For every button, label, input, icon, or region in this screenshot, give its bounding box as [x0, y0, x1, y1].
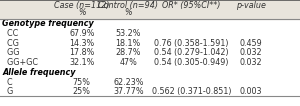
Text: 0.459: 0.459	[239, 39, 262, 48]
Text: 25%: 25%	[73, 87, 91, 96]
Text: C: C	[2, 78, 12, 87]
Text: Case (n=112): Case (n=112)	[54, 1, 110, 10]
Text: G: G	[2, 87, 13, 96]
Text: CG: CG	[2, 39, 18, 48]
Text: 0.032: 0.032	[239, 58, 262, 67]
Text: 37.77%: 37.77%	[113, 87, 144, 96]
Text: 0.54 (0.279-1.042): 0.54 (0.279-1.042)	[154, 48, 229, 57]
Text: 0.003: 0.003	[239, 87, 262, 96]
Text: CC: CC	[2, 29, 18, 38]
Text: OR* (95%CI**): OR* (95%CI**)	[162, 1, 220, 10]
Text: 0.032: 0.032	[239, 48, 262, 57]
Text: 0.562 (0.371-0.851): 0.562 (0.371-0.851)	[152, 87, 231, 96]
Text: p-value: p-value	[236, 1, 266, 10]
Text: 62.23%: 62.23%	[113, 78, 143, 87]
Text: %: %	[124, 8, 132, 17]
Text: 0.76 (0.358-1.591): 0.76 (0.358-1.591)	[154, 39, 229, 48]
Text: Allele frequency: Allele frequency	[2, 68, 76, 77]
Text: 53.2%: 53.2%	[116, 29, 141, 38]
Text: 0.54 (0.305-0.949): 0.54 (0.305-0.949)	[154, 58, 229, 67]
Text: 17.8%: 17.8%	[69, 48, 94, 57]
Text: 75%: 75%	[73, 78, 91, 87]
Text: 14.3%: 14.3%	[69, 39, 94, 48]
Text: 28.7%: 28.7%	[116, 48, 141, 57]
Text: 18.1%: 18.1%	[116, 39, 141, 48]
Bar	[0, 0, 300, 19]
Text: Control (n=94): Control (n=94)	[98, 1, 158, 10]
Text: 47%: 47%	[119, 58, 137, 67]
Text: %: %	[78, 8, 85, 17]
Text: GG: GG	[2, 48, 19, 57]
Text: Genotype frequency: Genotype frequency	[2, 19, 94, 28]
Text: 67.9%: 67.9%	[69, 29, 94, 38]
Text: GG+GC: GG+GC	[2, 58, 38, 67]
Text: 32.1%: 32.1%	[69, 58, 94, 67]
